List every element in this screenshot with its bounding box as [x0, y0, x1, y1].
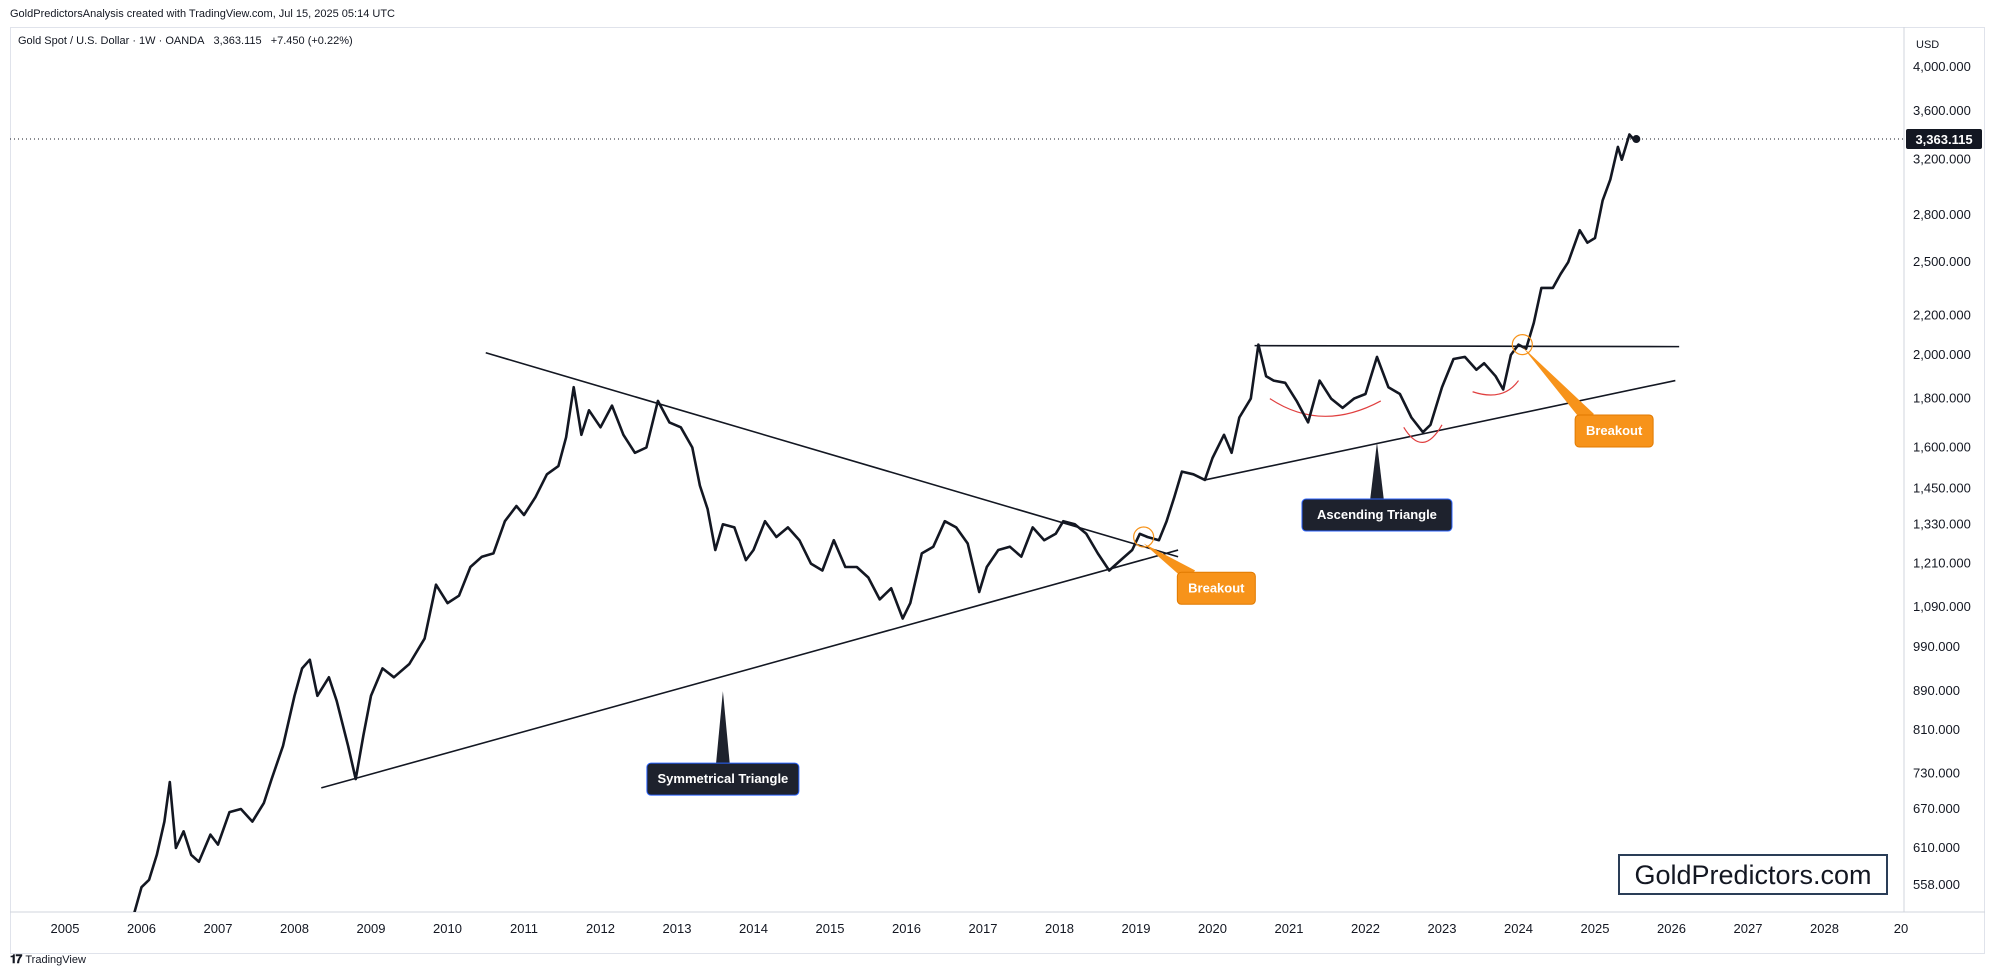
x-tick-label: 2026 [1657, 921, 1686, 936]
last-price-tag [1906, 129, 1982, 150]
y-tick-label: 1,210.000 [1913, 556, 1971, 571]
trendline-asc-upper [1254, 344, 1680, 348]
y-tick-label: 1,330.000 [1913, 516, 1971, 531]
x-tick-label: 2009 [357, 921, 386, 936]
callout-pointer [715, 691, 730, 766]
x-tick-label: 2017 [969, 921, 998, 936]
callout-pointer [1522, 346, 1594, 425]
x-tick-label: 2005 [51, 921, 80, 936]
x-tick-label: 2015 [816, 921, 845, 936]
x-tick-label: 2022 [1351, 921, 1380, 936]
x-tick-label: 2016 [892, 921, 921, 936]
y-tick-label: 4,000.000 [1913, 59, 1971, 74]
x-tick-label: 2013 [663, 921, 692, 936]
x-tick-label: 2021 [1275, 921, 1304, 936]
breakout-label: Breakout [1586, 423, 1643, 438]
y-tick-label: 1,090.000 [1913, 599, 1971, 614]
pattern-arc [1269, 398, 1382, 417]
callout-box [1176, 571, 1256, 605]
pattern-arc [1403, 424, 1443, 443]
x-tick-label: 2023 [1428, 921, 1457, 936]
x-tick-label: 2019 [1122, 921, 1151, 936]
breakout-circle [1511, 334, 1533, 356]
x-tick-label: 2025 [1581, 921, 1610, 936]
x-tick-label: 2006 [127, 921, 156, 936]
y-tick-label: 2,500.000 [1913, 254, 1971, 269]
trendline-sym-upper [485, 352, 1179, 558]
x-tick-label: 2027 [1734, 921, 1763, 936]
trendline-sym-lower [321, 549, 1179, 789]
pattern-label: Ascending Triangle [1317, 507, 1437, 522]
price-value: 3,363.115 [213, 35, 262, 47]
y-tick-label: 610.000 [1913, 840, 1960, 855]
price-change: +7.450 (+0.22%) [270, 35, 353, 47]
y-tick-label: 990.000 [1913, 639, 1960, 654]
x-tick-label: 2014 [739, 921, 768, 936]
footer-brand[interactable]: TradingView [25, 953, 86, 966]
callout-box [646, 762, 800, 796]
watermark-box [1618, 854, 1888, 895]
pattern-label: Symmetrical Triangle [658, 771, 789, 786]
y-tick-label: 2,800.000 [1913, 207, 1971, 222]
callout-box [1574, 414, 1654, 448]
y-tick-label: 810.000 [1913, 722, 1960, 737]
y-tick-label: 730.000 [1913, 765, 1960, 780]
attribution-text: GoldPredictorsAnalysis created with Trad… [10, 8, 395, 20]
y-axis-unit: USD [1916, 39, 1939, 51]
y-tick-label: 1,600.000 [1913, 440, 1971, 455]
x-tick-label: 2028 [1810, 921, 1839, 936]
tradingview-logo-icon: 𝟏𝟕 [10, 952, 22, 966]
footer: 𝟏𝟕 TradingView [10, 952, 86, 967]
y-tick-label: 670.000 [1913, 801, 1960, 816]
plot-area: Symmetrical Triangle Ascending Triangle Br… [10, 133, 1904, 912]
y-tick-label: 890.000 [1913, 683, 1960, 698]
y-tick-label: 1,800.000 [1913, 391, 1971, 406]
x-tick-label: 2018 [1045, 921, 1074, 936]
pattern-arc [1472, 380, 1519, 396]
breakout-label: Breakout [1188, 580, 1245, 595]
x-tick-label: 2012 [586, 921, 615, 936]
symbol-legend: Gold Spot / U.S. Dollar · 1W · OANDA 3,3… [18, 35, 359, 47]
y-tick-label: 3,200.000 [1913, 152, 1971, 167]
last-price-label: 3,363.115 [1915, 132, 1972, 147]
price-series-line [133, 133, 1638, 912]
y-tick-label: 1,450.000 [1913, 480, 1971, 495]
x-tick-label: 2010 [433, 921, 462, 936]
callout-pointer [1369, 442, 1384, 502]
x-tick-label: 2020 [1198, 921, 1227, 936]
chart-frame [10, 27, 1985, 954]
x-tick-label: 2011 [510, 921, 538, 936]
y-tick-label: 3,600.000 [1913, 103, 1971, 118]
breakout-circle [1133, 526, 1155, 548]
callout-box [1301, 498, 1453, 532]
y-tick-label: 558.000 [1913, 877, 1960, 892]
y-tick-label: 2,200.000 [1913, 307, 1971, 322]
x-tick-label: 2007 [204, 921, 233, 936]
trendline-asc-lower [1204, 379, 1676, 481]
x-tick-label: 2024 [1504, 921, 1533, 936]
x-tick-label: 2008 [280, 921, 309, 936]
last-point-marker [1632, 135, 1641, 144]
symbol-label: Gold Spot / U.S. Dollar · 1W · OANDA [18, 35, 205, 47]
x-tick-label: 20 [1894, 921, 1908, 936]
watermark-text: GoldPredictors.com [1634, 860, 1871, 890]
y-tick-label: 2,000.000 [1913, 347, 1971, 362]
